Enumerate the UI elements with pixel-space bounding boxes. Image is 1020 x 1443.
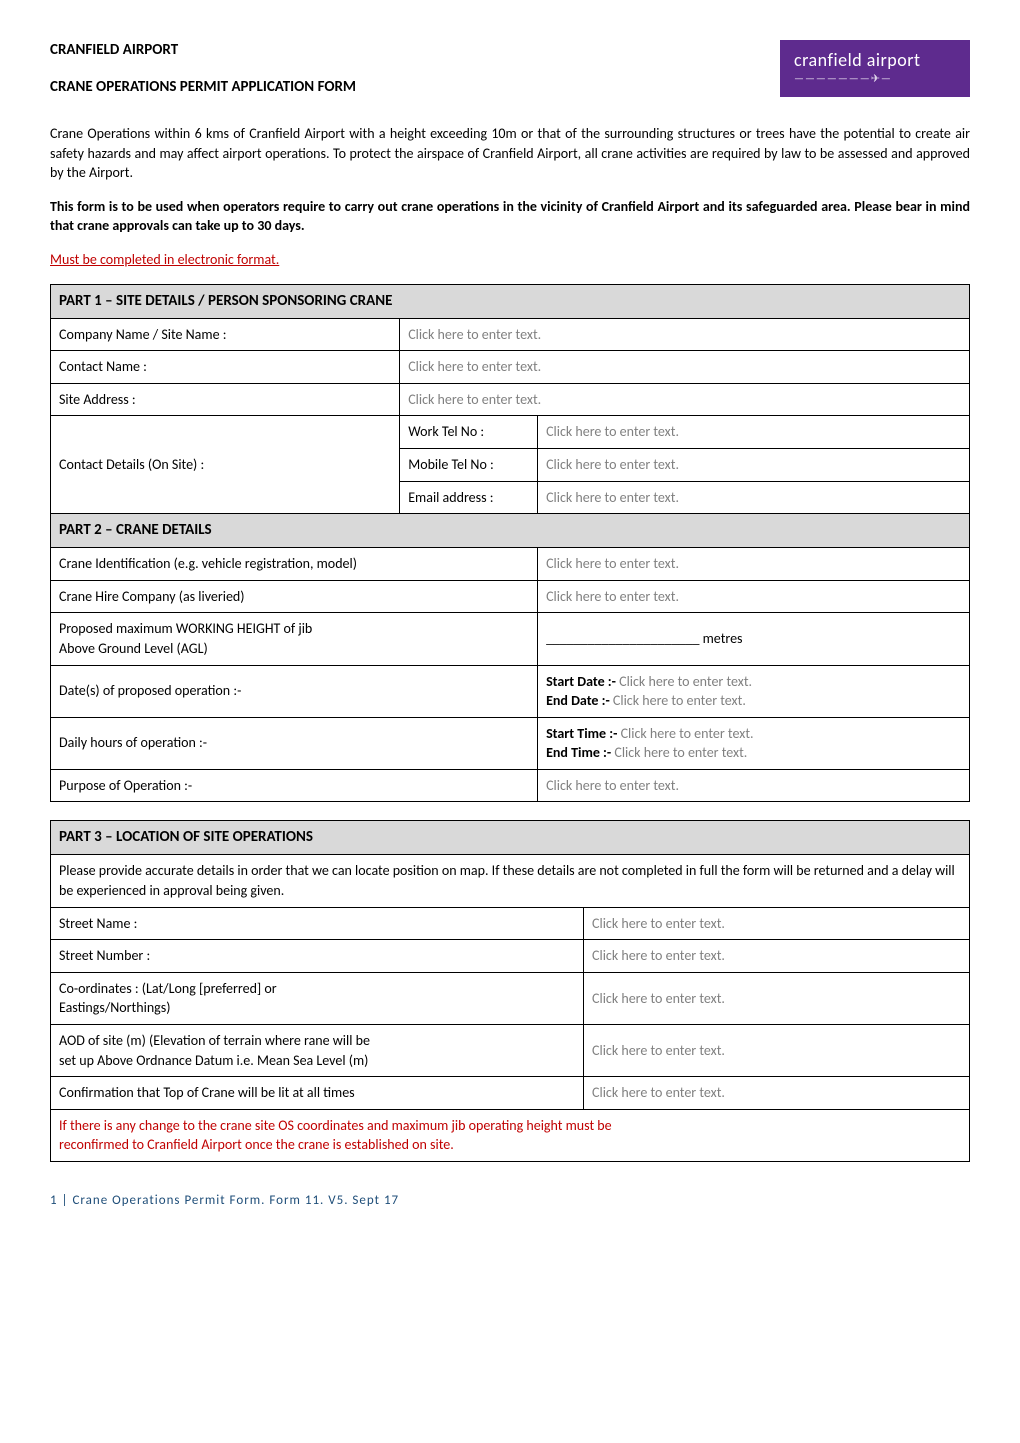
max-height-field[interactable]: ______________________ metres (538, 613, 970, 665)
dates-field[interactable]: Start Date :- Click here to enter text. … (538, 665, 970, 717)
end-date-label: End Date :- (546, 692, 613, 709)
purpose-field[interactable]: Click here to enter text. (538, 769, 970, 802)
header-left: CRANFIELD AIRPORT CRANE OPERATIONS PERMI… (50, 40, 780, 112)
purpose-label: Purpose of Operation :- (51, 769, 538, 802)
contact-name-label: Contact Name : (51, 351, 400, 384)
coords-field[interactable]: Click here to enter text. (584, 972, 970, 1024)
contact-details-label: Contact Details (On Site) : (51, 416, 400, 514)
aod-label-line1: AOD of site (m) (Elevation of terrain wh… (59, 1032, 370, 1049)
intro-para-2: This form is to be used when operators r… (50, 197, 970, 236)
crane-id-label: Crane Identification (e.g. vehicle regis… (51, 548, 538, 581)
part3-warning: If there is any change to the crane site… (51, 1109, 970, 1161)
mobile-tel-label: Mobile Tel No : (400, 448, 538, 481)
aod-label: AOD of site (m) (Elevation of terrain wh… (51, 1025, 584, 1077)
logo-badge: cranfield airport ———————✈— (780, 40, 970, 97)
form-title: CRANE OPERATIONS PERMIT APPLICATION FORM (50, 77, 780, 98)
work-tel-label: Work Tel No : (400, 416, 538, 449)
coords-label-line1: Co-ordinates : (Lat/Long [preferred] or (59, 980, 277, 997)
start-time-label: Start Time :- (546, 725, 621, 742)
max-height-label-line1: Proposed maximum WORKING HEIGHT of jib (59, 620, 312, 637)
work-tel-field[interactable]: Click here to enter text. (538, 416, 970, 449)
hours-field[interactable]: Start Time :- Click here to enter text. … (538, 717, 970, 769)
part3-instruction: Please provide accurate details in order… (51, 855, 970, 907)
coords-label-line2: Eastings/Northings) (59, 999, 170, 1016)
hours-label: Daily hours of operation :- (51, 717, 538, 769)
end-time-value[interactable]: Click here to enter text. (614, 744, 747, 761)
lit-field[interactable]: Click here to enter text. (584, 1077, 970, 1110)
part2-header: PART 2 – CRANE DETAILS (51, 514, 970, 548)
aod-field[interactable]: Click here to enter text. (584, 1025, 970, 1077)
part1-header: PART 1 – SITE DETAILS / PERSON SPONSORIN… (51, 284, 970, 318)
max-height-label: Proposed maximum WORKING HEIGHT of jib A… (51, 613, 538, 665)
dates-label: Date(s) of proposed operation :- (51, 665, 538, 717)
header-row: CRANFIELD AIRPORT CRANE OPERATIONS PERMI… (50, 40, 970, 112)
site-address-field[interactable]: Click here to enter text. (400, 383, 970, 416)
start-date-value[interactable]: Click here to enter text. (619, 673, 752, 690)
warning-line1: If there is any change to the crane site… (59, 1117, 612, 1134)
street-name-field[interactable]: Click here to enter text. (584, 907, 970, 940)
intro-para-3: Must be completed in electronic format. (50, 250, 970, 270)
page-footer: 1 | Crane Operations Permit Form. Form 1… (50, 1192, 970, 1210)
end-date-value[interactable]: Click here to enter text. (613, 692, 746, 709)
email-label: Email address : (400, 481, 538, 514)
email-field[interactable]: Click here to enter text. (538, 481, 970, 514)
lit-label: Confirmation that Top of Crane will be l… (51, 1077, 584, 1110)
warning-line2: reconfirmed to Cranfield Airport once th… (59, 1136, 454, 1153)
company-field[interactable]: Click here to enter text. (400, 318, 970, 351)
street-number-label: Street Number : (51, 940, 584, 973)
logo-text: cranfield airport (794, 48, 956, 73)
part1-table: PART 1 – SITE DETAILS / PERSON SPONSORIN… (50, 284, 970, 803)
aod-label-line2: set up Above Ordnance Datum i.e. Mean Se… (59, 1052, 368, 1069)
site-address-label: Site Address : (51, 383, 400, 416)
org-title: CRANFIELD AIRPORT (50, 40, 780, 61)
contact-name-field[interactable]: Click here to enter text. (400, 351, 970, 384)
street-name-label: Street Name : (51, 907, 584, 940)
coords-label: Co-ordinates : (Lat/Long [preferred] or … (51, 972, 584, 1024)
max-height-label-line2: Above Ground Level (AGL) (59, 640, 208, 657)
intro-para-1: Crane Operations within 6 kms of Cranfie… (50, 124, 970, 183)
part3-table: PART 3 – LOCATION OF SITE OPERATIONS Ple… (50, 820, 970, 1162)
part3-header: PART 3 – LOCATION OF SITE OPERATIONS (51, 821, 970, 855)
company-label: Company Name / Site Name : (51, 318, 400, 351)
street-number-field[interactable]: Click here to enter text. (584, 940, 970, 973)
hire-company-label: Crane Hire Company (as liveried) (51, 580, 538, 613)
hire-company-field[interactable]: Click here to enter text. (538, 580, 970, 613)
end-time-label: End Time :- (546, 744, 614, 761)
mobile-tel-field[interactable]: Click here to enter text. (538, 448, 970, 481)
crane-id-field[interactable]: Click here to enter text. (538, 548, 970, 581)
logo-plane-icon: ———————✈— (794, 71, 956, 86)
start-time-value[interactable]: Click here to enter text. (621, 725, 754, 742)
start-date-label: Start Date :- (546, 673, 619, 690)
